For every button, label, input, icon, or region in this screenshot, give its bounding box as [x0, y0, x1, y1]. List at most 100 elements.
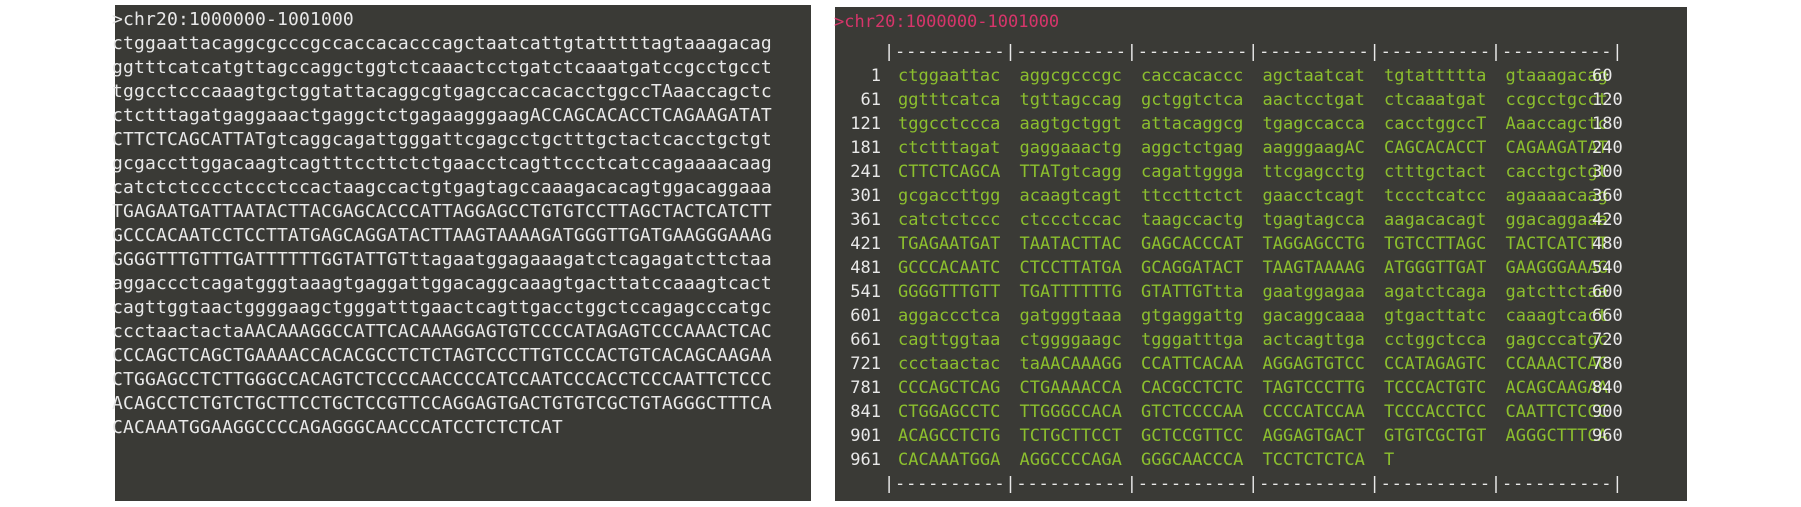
sequence-block: aagacacagt [1384, 210, 1487, 230]
sequence-block: ccgcctgcct [1505, 90, 1608, 110]
row-start: 61 [860, 90, 881, 110]
sequence-block: AGGAGTGACT [1262, 426, 1365, 446]
row-end: 540 [1592, 258, 1623, 278]
row-start: 661 [850, 330, 881, 350]
sequence-block: ctcaaatgat [1384, 90, 1487, 110]
row-start: 421 [850, 234, 881, 254]
row-start: 781 [850, 378, 881, 398]
sequence-block: gtgaggattg [1141, 306, 1244, 326]
sequence-block: CTTCTCAGCA [898, 162, 1001, 182]
sequence-line: tggcctcccaaagtgctggtattacaggcgtgagccacca… [112, 81, 772, 102]
sequence-block: tggcctccca [898, 114, 1001, 134]
row-end: 720 [1592, 330, 1623, 350]
row-start: 541 [850, 282, 881, 302]
sequence-block: acaagtcagt [1019, 186, 1122, 206]
sequence-block: gatcttctaa [1505, 282, 1608, 302]
sequence-block: CAGCACACCT [1384, 138, 1487, 158]
sequence-block: CTGAAAACCA [1019, 378, 1122, 398]
row-start: 901 [850, 426, 881, 446]
sequence-line: aggaccctcagatgggtaaagtgaggattggacaggcaaa… [112, 273, 772, 294]
sequence-block: aggcgcccgc [1019, 66, 1122, 86]
sequence-block: CCAAACTCAC [1505, 354, 1608, 374]
sequence-block: cacctggccT [1384, 114, 1487, 134]
sequence-block: ACAGCCTCTG [898, 426, 1001, 446]
sequence-block: taAACAAAGG [1019, 354, 1122, 374]
sequence-block: gcgaccttgg [898, 186, 1001, 206]
sequence-block: GGGGTTTGTT [898, 282, 1001, 302]
sequence-block: tgttagccag [1019, 90, 1122, 110]
sequence-block: aggaccctca [898, 306, 1001, 326]
row-end: 120 [1592, 90, 1623, 110]
row-start: 361 [850, 210, 881, 230]
sequence-block: CCCAGCTCAG [898, 378, 1001, 398]
sequence-block: tgtattttta [1384, 66, 1487, 86]
sequence-block: TAAGTAAAAG [1262, 258, 1365, 278]
sequence-block: cagttggtaa [898, 330, 1001, 350]
row-start: 121 [850, 114, 881, 134]
row-end: 60 [1592, 66, 1613, 86]
sequence-block: TAATACTTAC [1019, 234, 1122, 254]
sequence-block: tgagccacca [1262, 114, 1365, 134]
sequence-block: gatgggtaaa [1019, 306, 1122, 326]
sequence-block: gtgacttatc [1384, 306, 1487, 326]
row-end: 300 [1592, 162, 1623, 182]
sequence-block: GAAGGGAAAG [1505, 258, 1608, 278]
sequence-block: caccacaccc [1141, 66, 1244, 86]
formatted-panel: >chr20:1000000-1001000 |----------|-----… [834, 7, 1687, 501]
sequence-block: AGGCCCCAGA [1019, 450, 1122, 470]
sequence-block: gaggaaactg [1019, 138, 1122, 158]
fasta-panel: >chr20:1000000-1001000 ctggaattacaggcgcc… [112, 5, 811, 501]
sequence-block: cagattggga [1141, 162, 1244, 182]
sequence-block: TCTGCTTCCT [1019, 426, 1122, 446]
sequence-block: tgggatttga [1141, 330, 1244, 350]
sequence-block: ACAGCAAGAA [1505, 378, 1608, 398]
sequence-block: ttccttctct [1141, 186, 1244, 206]
sequence-block: TACTCATCTT [1505, 234, 1608, 254]
sequence-block: CAGAAGATAT [1505, 138, 1608, 158]
sequence-block: Aaaccagctc [1505, 114, 1608, 134]
sequence-block: TAGTCCCTTG [1262, 378, 1365, 398]
sequence-block: gtaaagacag [1505, 66, 1608, 86]
sequence-block: GGGCAACCCA [1141, 450, 1244, 470]
sequence-block: ctctttagat [898, 138, 1001, 158]
sequence-block: TCCTCTCTCA [1262, 450, 1365, 470]
row-end: 480 [1592, 234, 1623, 254]
sequence-block: aggctctgag [1141, 138, 1244, 158]
sequence-block: CAATTCTCCC [1505, 402, 1608, 422]
sequence-block: attacaggcg [1141, 114, 1244, 134]
sequence-block: CACGCCTCTC [1141, 378, 1244, 398]
row-end: 780 [1592, 354, 1623, 374]
sequence-block: GCTCCGTTCC [1141, 426, 1244, 446]
sequence-block: agaaaacaag [1505, 186, 1608, 206]
sequence-line: cagttggtaactggggaagctgggatttgaactcagttga… [112, 297, 772, 318]
sequence-block: ctggggaagc [1019, 330, 1122, 350]
sequence-block: CCATTCACAA [1141, 354, 1244, 374]
sequence-block: ctttgctact [1384, 162, 1487, 182]
sequence-block: GAGCACCCAT [1141, 234, 1244, 254]
sequence-block: cacctgctgt [1505, 162, 1608, 182]
sequence-block: gaacctcagt [1262, 186, 1365, 206]
row-end: 960 [1592, 426, 1623, 446]
row-start: 301 [850, 186, 881, 206]
row-end: 240 [1592, 138, 1623, 158]
row-end: 900 [1592, 402, 1623, 422]
sequence-block: AGGAGTGTCC [1262, 354, 1365, 374]
fasta-header: >chr20:1000000-1001000 [112, 9, 354, 30]
sequence-block: aagtgctggt [1019, 114, 1122, 134]
sequence-block: AGGGCTTTCA [1505, 426, 1608, 446]
sequence-block: caaagtcact [1505, 306, 1608, 326]
sequence-block: agatctcaga [1384, 282, 1487, 302]
sequence-block: GCCCACAATC [898, 258, 1001, 278]
row-end: 420 [1592, 210, 1623, 230]
sequence-line: ACAGCCTCTGTCTGCTTCCTGCTCCGTTCCAGGAGTGACT… [112, 393, 772, 414]
sequence-block: ctccctccac [1019, 210, 1122, 230]
sequence-block: GTATTGTtta [1141, 282, 1244, 302]
sequence-block: taagccactg [1141, 210, 1244, 230]
sequence-block: CCCCATCCAA [1262, 402, 1365, 422]
sequence-block: CTGGAGCCTC [898, 402, 1001, 422]
sequence-block: gacaggcaaa [1262, 306, 1365, 326]
sequence-line: GCCCACAATCCTCCTTATGAGCAGGATACTTAAGTAAAAG… [112, 225, 772, 246]
row-start: 1 [870, 66, 881, 86]
sequence-block: ATGGGTTGAT [1384, 258, 1487, 278]
